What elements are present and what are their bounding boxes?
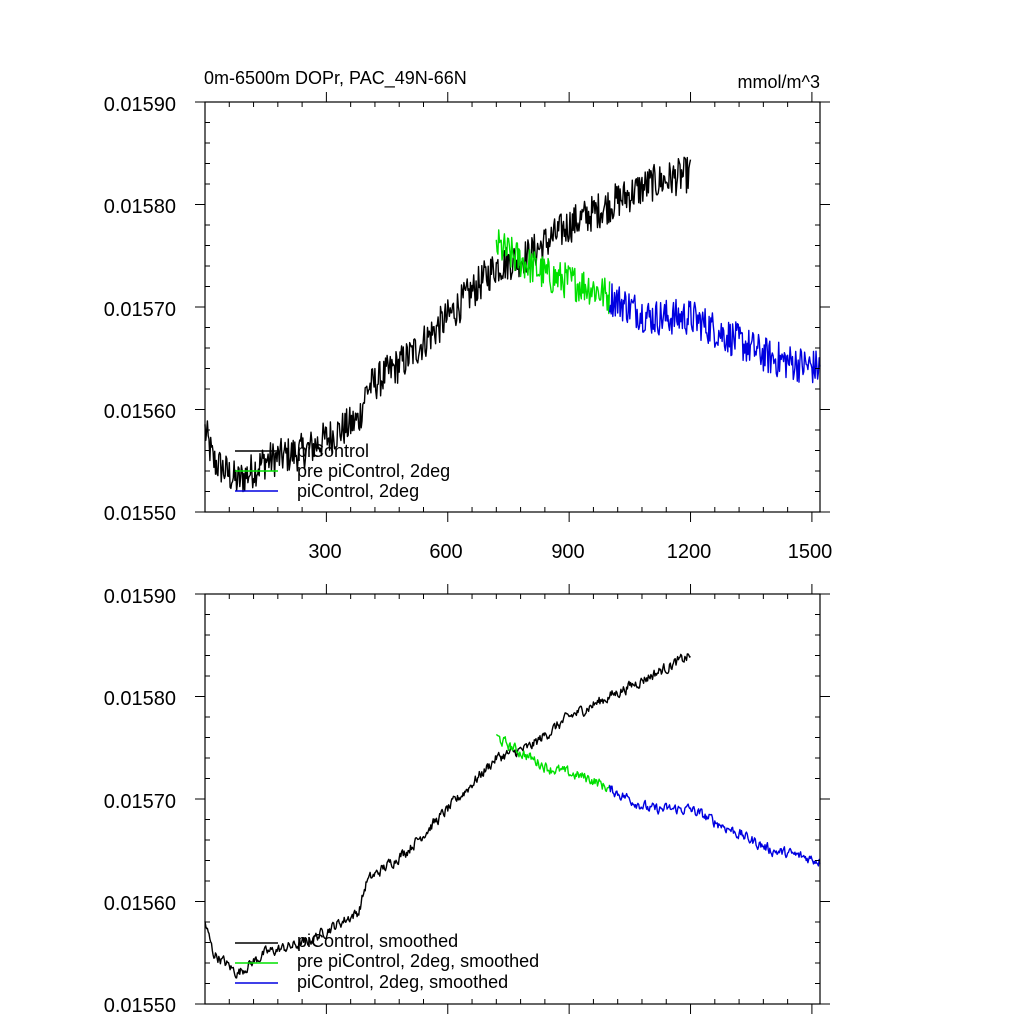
top-x-tick-label: 900 [551,541,584,563]
legend-label: piControl, 2deg [297,481,419,501]
top-y-tick-label: 0.01550 [104,503,176,525]
bottom-panel-ticks [195,584,830,1014]
top-x-tick-label: 1500 [788,541,833,563]
top-panel-series [204,156,821,493]
series-line-1 [495,229,611,315]
legend-label: piControl, 2deg, smoothed [297,972,508,992]
bottom-panel-series [204,653,821,979]
series-line-0 [204,653,691,979]
top-x-tick-label: 300 [308,541,341,563]
bottom-panel: 0.01590 0.01580 0.01570 0.01560 0.01550 … [104,584,830,1017]
bottom-y-tick-label: 0.01590 [104,586,176,608]
top-y-tick-label: 0.01560 [104,401,176,423]
bottom-y-tick-label: 0.01580 [104,688,176,710]
series-line-2 [608,283,821,384]
series-line-1 [495,733,611,793]
top-y-tick-label: 0.01580 [104,196,176,218]
bottom-y-tick-label: 0.01550 [104,995,176,1017]
series-line-2 [608,785,821,867]
bottom-legend: piControl, smoothed pre piControl, 2deg,… [235,931,539,992]
bottom-y-tick-label: 0.01570 [104,791,176,813]
top-x-tick-label: 1200 [667,541,712,563]
top-y-tick-label: 0.01590 [104,94,176,116]
top-panel-title: 0m-6500m DOPr, PAC_49N-66N [204,68,467,89]
legend-label: piControl, smoothed [297,931,458,951]
legend-label: piControl [297,441,369,461]
top-panel-units: mmol/m^3 [738,72,820,92]
legend-label: pre piControl, 2deg [297,461,450,481]
top-panel-ticks [195,92,830,522]
series-line-0 [204,156,692,493]
bottom-y-tick-label: 0.01560 [104,893,176,915]
top-x-tick-label: 600 [429,541,462,563]
top-legend: piControl pre piControl, 2deg piControl,… [235,441,450,501]
legend-label: pre piControl, 2deg, smoothed [297,951,539,971]
top-y-tick-label: 0.01570 [104,299,176,321]
top-panel: 0m-6500m DOPr, PAC_49N-66N mmol/m^3 0.01… [104,68,833,563]
